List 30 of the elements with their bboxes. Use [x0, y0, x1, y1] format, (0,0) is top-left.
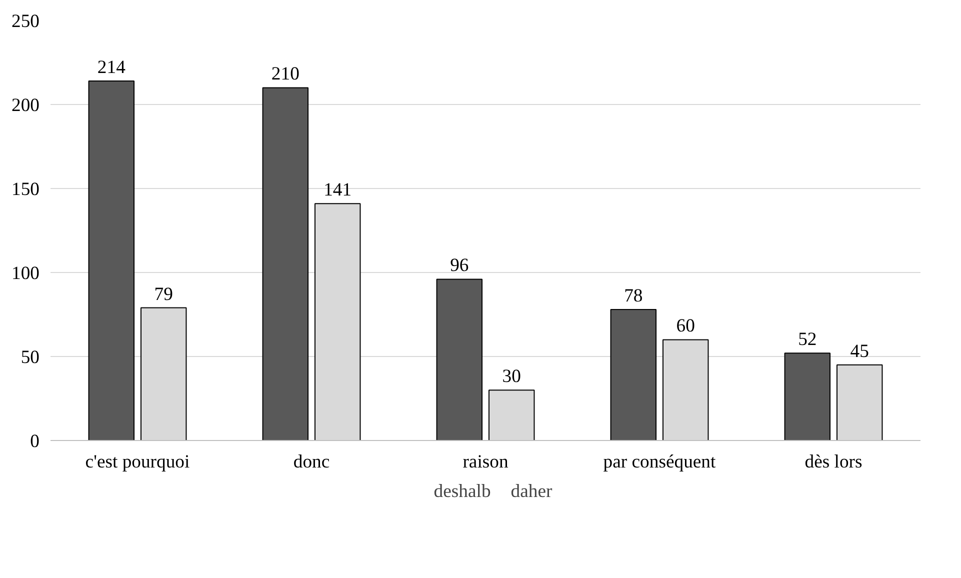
- bar: [784, 352, 831, 440]
- data-label: 79: [154, 284, 173, 305]
- text: daher: [510, 481, 552, 503]
- data-label: 96: [450, 255, 469, 276]
- x-tick-label: donc: [293, 452, 330, 472]
- data-label: 78: [624, 285, 643, 306]
- x-tick-label: dès lors: [804, 452, 862, 472]
- data-label: 52: [798, 329, 817, 350]
- data-label: 210: [271, 64, 300, 85]
- y-tick-label: 100: [12, 263, 40, 284]
- bar: [610, 308, 657, 440]
- y-tick-label: 0: [30, 431, 40, 452]
- x-tick-label: par conséquent: [603, 452, 717, 472]
- data-label: 141: [324, 180, 352, 201]
- x-tick-label: c'est pourquoi: [85, 452, 190, 472]
- bar: [436, 278, 483, 440]
- bar: [836, 364, 883, 440]
- bar: [488, 390, 535, 440]
- data-label: 214: [97, 56, 126, 78]
- x-tick-label: raison: [462, 452, 509, 472]
- bar: [88, 80, 135, 440]
- text: deshalb: [434, 481, 491, 503]
- y-tick-label: 200: [12, 95, 40, 116]
- y-tick-label: 50: [20, 347, 40, 368]
- data-label: 60: [676, 316, 695, 337]
- y-tick-label: 250: [12, 11, 40, 32]
- y-tick-label: 150: [12, 179, 40, 200]
- data-label: 30: [502, 366, 521, 388]
- bar: [262, 87, 309, 440]
- data-label: 45: [850, 340, 869, 362]
